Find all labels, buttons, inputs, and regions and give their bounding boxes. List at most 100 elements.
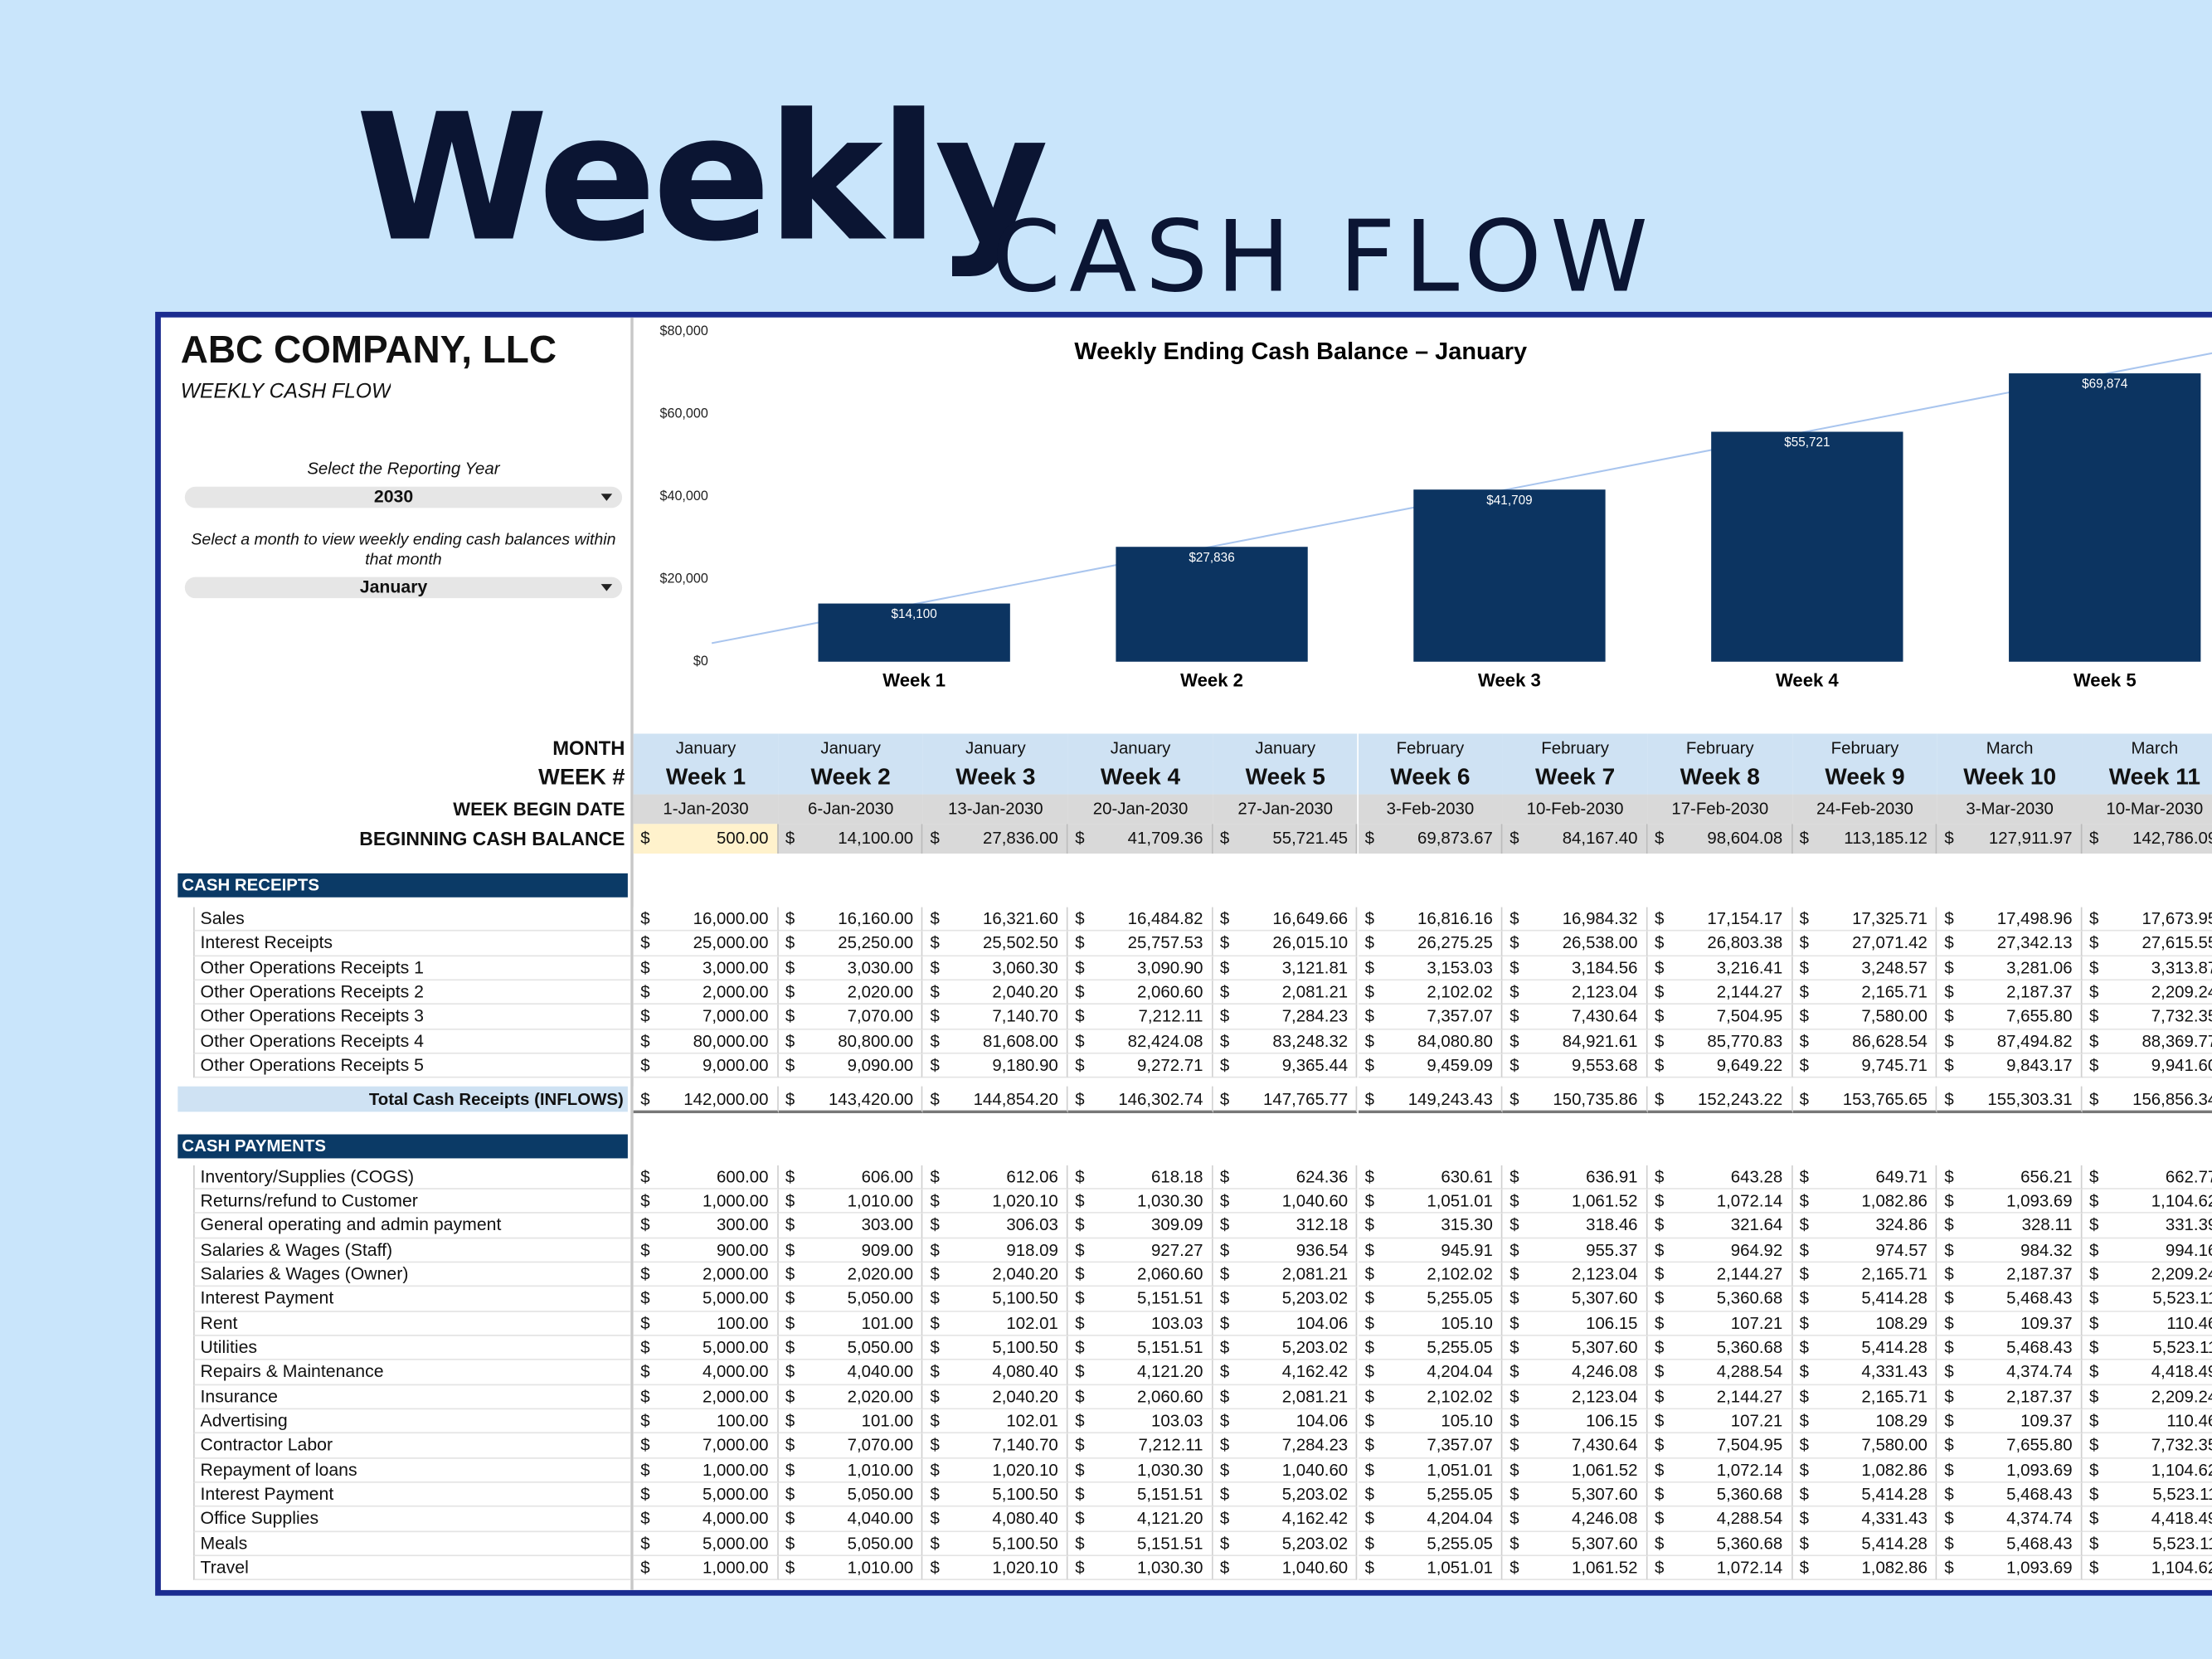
value-cell: $5,100.50 — [923, 1287, 1068, 1312]
value: 3,000.00 — [702, 957, 769, 978]
value-cell: $1,072.14 — [1647, 1458, 1793, 1483]
value: 2,020.00 — [847, 1386, 914, 1407]
value-cell: $5,360.68 — [1647, 1482, 1793, 1508]
currency: $ — [1944, 1533, 1954, 1554]
currency: $ — [1654, 1089, 1665, 1109]
value: 7,504.95 — [1716, 1006, 1783, 1027]
value: 2,165.71 — [1861, 981, 1928, 1002]
currency: $ — [785, 1263, 795, 1284]
value: 7,212.11 — [1138, 1006, 1203, 1027]
currency: $ — [1075, 828, 1085, 849]
value-cell: $4,000.00 — [633, 1507, 779, 1532]
value: 80,800.00 — [838, 1030, 914, 1051]
value-cell: $3,248.57 — [1792, 956, 1937, 981]
y-tick-label: $60,000 — [659, 406, 707, 421]
currency: $ — [640, 1435, 650, 1456]
currency: $ — [1654, 1337, 1665, 1358]
value: 101.00 — [861, 1410, 914, 1431]
value: 2,144.27 — [1716, 1263, 1783, 1284]
value-cell: $4,080.40 — [923, 1360, 1068, 1385]
value-cell: $4,121.20 — [1067, 1360, 1213, 1385]
currency: $ — [1219, 1006, 1230, 1027]
currency: $ — [1944, 828, 1954, 849]
value: 945.91 — [1441, 1239, 1493, 1260]
value: 3,121.81 — [1281, 957, 1349, 978]
value-cell: $4,331.43 — [1792, 1360, 1937, 1385]
value: 9,365.44 — [1281, 1055, 1349, 1076]
value-cell: $1,082.86 — [1792, 1189, 1937, 1214]
value-cell: $4,204.04 — [1358, 1360, 1503, 1385]
currency: $ — [1075, 1386, 1085, 1407]
currency: $ — [640, 1006, 650, 1027]
currency: $ — [1654, 1055, 1665, 1076]
value-cell: $2,000.00 — [633, 980, 779, 1005]
value: 156,856.34 — [2132, 1089, 2212, 1109]
currency: $ — [785, 1508, 795, 1529]
value-cell: $4,374.74 — [1937, 1507, 2083, 1532]
currency: $ — [785, 828, 795, 849]
row-label: Interest Payment — [193, 1482, 631, 1508]
bar — [818, 603, 1010, 662]
value: 662.77 — [2165, 1165, 2212, 1186]
value-cell: $3,216.41 — [1647, 956, 1793, 981]
value-cell: $84,921.61 — [1502, 1029, 1648, 1054]
value: 2,102.02 — [1427, 1263, 1493, 1284]
month-dropdown[interactable]: January — [184, 577, 623, 599]
value: 9,941.60 — [2151, 1055, 2212, 1076]
value: 7,357.07 — [1427, 1006, 1493, 1027]
value: 2,165.71 — [1861, 1386, 1928, 1407]
value-cell: $945.91 — [1358, 1238, 1503, 1263]
currency: $ — [2089, 1337, 2099, 1358]
value: 27,615.55 — [2142, 932, 2212, 953]
value: 606.00 — [861, 1165, 914, 1186]
value: 5,414.28 — [1861, 1288, 1928, 1309]
value: 106.15 — [1586, 1410, 1638, 1431]
value: 5,468.43 — [2006, 1484, 2073, 1505]
value-cell: $7,140.70 — [923, 1433, 1068, 1459]
value-cell: $7,000.00 — [633, 1005, 779, 1030]
month-value: January — [359, 577, 428, 597]
value: 2,040.20 — [992, 981, 1058, 1002]
currency: $ — [1944, 1263, 1954, 1284]
value-cell: $2,060.60 — [1067, 980, 1213, 1005]
currency: $ — [2089, 1089, 2099, 1109]
value: 1,010.00 — [847, 1459, 914, 1480]
currency: $ — [1075, 1312, 1085, 1333]
currency: $ — [1075, 1239, 1085, 1260]
currency: $ — [1219, 1089, 1230, 1109]
value: 649.71 — [1875, 1165, 1928, 1186]
value: 1,072.14 — [1716, 1459, 1783, 1480]
value-cell: $7,357.07 — [1358, 1433, 1503, 1459]
value: 105.10 — [1441, 1312, 1493, 1333]
currency: $ — [1944, 1239, 1954, 1260]
currency: $ — [2089, 1484, 2099, 1505]
value-cell: $312.18 — [1213, 1214, 1359, 1238]
value-cell: $606.00 — [778, 1165, 924, 1190]
value-cell: $1,020.10 — [923, 1556, 1068, 1581]
value-cell: $1,020.10 — [923, 1458, 1068, 1483]
currency: $ — [2089, 1459, 2099, 1480]
value-cell: $1,030.30 — [1067, 1458, 1213, 1483]
header-cell: Week 8 — [1647, 761, 1793, 795]
value: 4,000.00 — [702, 1508, 769, 1529]
value-cell: $104.06 — [1213, 1409, 1359, 1434]
value: 9,000.00 — [702, 1055, 769, 1076]
value: 7,430.64 — [1572, 1435, 1638, 1456]
currency: $ — [1944, 1508, 1954, 1529]
currency: $ — [1510, 1214, 1519, 1235]
value-cell: $4,121.20 — [1067, 1507, 1213, 1532]
currency: $ — [1944, 1006, 1954, 1027]
value: 955.37 — [1586, 1239, 1638, 1260]
currency: $ — [785, 981, 795, 1002]
currency: $ — [930, 1312, 940, 1333]
value-cell: $5,523.11 — [2082, 1531, 2212, 1557]
value: 98,604.08 — [1707, 828, 1783, 849]
header-cell: February — [1792, 733, 1937, 762]
value: 1,061.52 — [1572, 1190, 1638, 1211]
currency: $ — [1075, 908, 1085, 929]
value-cell: $5,468.43 — [1937, 1287, 2083, 1312]
value-cell: $9,553.68 — [1502, 1053, 1648, 1079]
value: 1,030.30 — [1137, 1190, 1203, 1211]
value: 5,000.00 — [702, 1533, 769, 1554]
year-dropdown[interactable]: 2030 — [184, 486, 623, 508]
